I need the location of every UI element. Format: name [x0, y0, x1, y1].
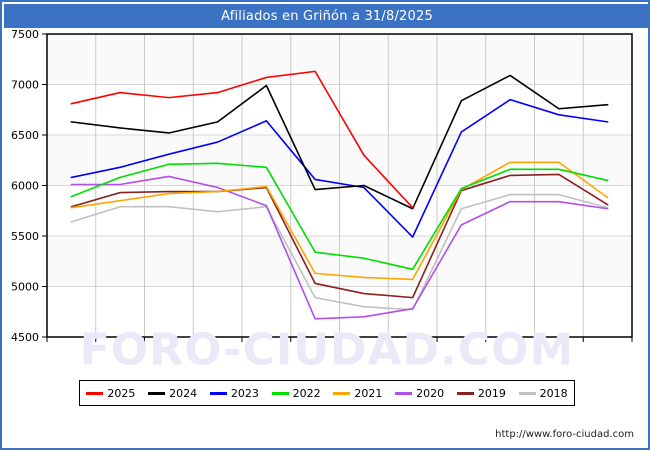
legend-label-2020: 2020 — [416, 386, 445, 400]
y-axis-ticks: 4500 5000 5500 6000 6500 7000 7500 — [11, 28, 47, 343]
series-line-2023 — [70, 98, 609, 238]
legend-swatch-2020 — [395, 391, 413, 395]
y-tick-label-7000: 7000 — [11, 79, 39, 92]
legend-swatch-2019 — [456, 391, 474, 395]
series-line-2025 — [70, 70, 414, 209]
legend-swatch-2023 — [209, 391, 227, 395]
legend-label-2018: 2018 — [539, 386, 568, 400]
series-line-2019 — [70, 173, 609, 299]
legend-label-2022: 2022 — [292, 386, 321, 400]
legend-item-2023: 2023 — [209, 386, 259, 400]
legend-label-2025: 2025 — [107, 386, 136, 400]
y-tick-label-4500: 4500 — [11, 331, 39, 343]
window-title-bar: Afiliados en Griñón a 31/8/2025 — [4, 4, 650, 28]
legend-item-2019: 2019 — [456, 386, 506, 400]
data-series-group — [70, 70, 609, 320]
legend-swatch-2025 — [86, 391, 104, 395]
legend-swatch-2021 — [333, 391, 351, 395]
legend-item-2021: 2021 — [333, 388, 382, 399]
legend-swatch-2018 — [518, 391, 536, 395]
y-tick-label-6000: 6000 — [11, 180, 39, 193]
legend-item-2018: 2018 — [518, 386, 568, 400]
legend-item-2020: 2020 — [395, 388, 444, 399]
series-line-2024 — [70, 74, 609, 210]
y-tick-label-7500: 7500 — [11, 28, 39, 41]
y-tick-label-5500: 5500 — [11, 230, 39, 243]
page-title: Afiliados en Griñón a 31/8/2025 — [221, 8, 433, 24]
legend-swatch-2024 — [148, 391, 166, 395]
footer-url: http://www.foro-ciudad.com — [495, 429, 634, 440]
legend-item-2025: 2025 — [86, 388, 135, 399]
series-line-2021 — [70, 161, 609, 281]
legend-item-2024: 2024 — [148, 388, 197, 399]
y-tick-label-6500: 6500 — [11, 129, 39, 142]
legend-label-2019: 2019 — [477, 386, 506, 400]
legend-label-2023: 2023 — [230, 386, 259, 400]
legend-label-2024: 2024 — [169, 386, 198, 400]
gridlines — [47, 34, 632, 337]
series-line-2018 — [70, 193, 609, 311]
legend-label-2021: 2021 — [354, 386, 383, 400]
chart-legend: 2025 2024 2023 2022 2021 2020 2019 2018 — [79, 380, 575, 406]
series-line-2022 — [70, 162, 609, 271]
y-tick-label-5000: 5000 — [11, 281, 39, 294]
series-line-2020 — [70, 175, 609, 320]
x-axis-ticks — [46, 337, 633, 342]
legend-item-2022: 2022 — [271, 386, 321, 400]
legend-swatch-2022 — [271, 391, 289, 395]
